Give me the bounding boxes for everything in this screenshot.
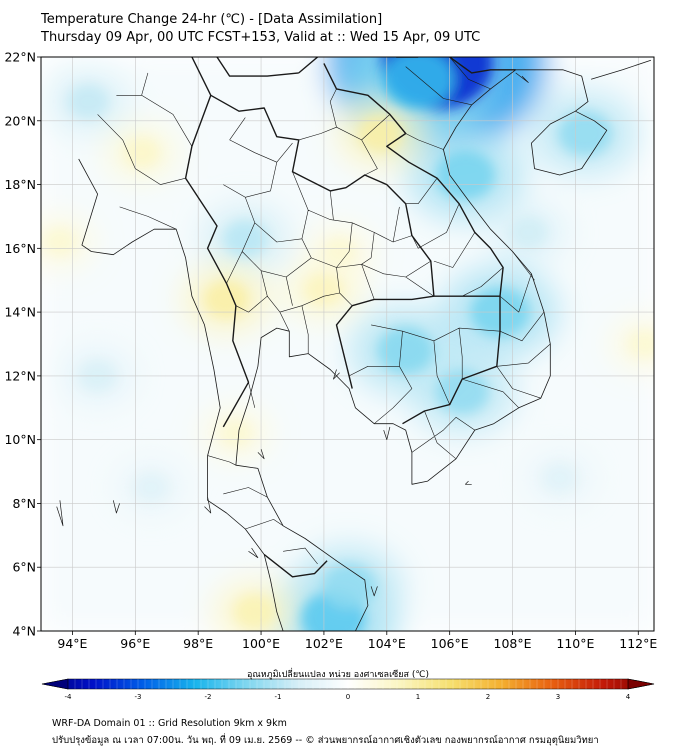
lon-tick-label-7: 108°E (494, 636, 532, 651)
lat-tick-label-4: 14°N (4, 305, 36, 320)
field-core-14 (542, 463, 577, 492)
field-core-5 (377, 326, 434, 374)
map-geography (41, 57, 652, 631)
colorbar-tick-label-1: -3 (135, 693, 142, 701)
lat-tick-label-0: 22°N (4, 50, 36, 65)
colorbar-tick-label-3: -1 (275, 693, 282, 701)
lon-tick-label-2: 98°E (183, 636, 213, 651)
field-core-10 (67, 84, 110, 120)
colorbar-high-extension (627, 678, 655, 690)
field-core-8 (322, 563, 376, 609)
lat-tick-label-6: 10°N (4, 432, 36, 447)
field-core-19 (233, 594, 276, 630)
field-core-1 (382, 57, 454, 109)
lon-tick-label-4: 102°E (305, 636, 343, 651)
field-core-3 (557, 111, 612, 156)
province-boundaries (97, 57, 551, 565)
footer-line1: WRF-DA Domain 01 :: Grid Resolution 9km … (52, 718, 287, 729)
lon-tick-label-9: 112°E (619, 636, 657, 651)
lon-tick-label-5: 104°E (368, 636, 406, 651)
lat-tick-label-1: 20°N (4, 113, 36, 128)
colorbar-tick-label-8: 4 (626, 693, 631, 701)
lon-tick-label-1: 96°E (120, 636, 150, 651)
lon-tick-label-0: 94°E (57, 636, 87, 651)
colorbar-tick-label-2: -2 (205, 693, 212, 701)
lon-tick-label-6: 106°E (431, 636, 469, 651)
lat-tick-label-3: 16°N (4, 241, 36, 256)
colorbar-tick-label-6: 2 (486, 693, 490, 701)
field-core-12 (508, 215, 548, 249)
field-core-23 (627, 330, 654, 358)
footer-line2: ปรับปรุงข้อมูล ณ เวลา 07:00น. วัน พฤ. ที… (52, 735, 599, 746)
field-core-2 (435, 150, 496, 200)
lat-tick-label-9: 4°N (12, 624, 36, 639)
colorbar-tick-label-5: 1 (416, 693, 420, 701)
lat-tick-label-7: 8°N (12, 496, 36, 511)
colorbar-tick-label-0: -4 (65, 693, 73, 701)
lon-tick-label-8: 110°E (556, 636, 594, 651)
map-frame (40, 56, 655, 632)
field-core-15 (357, 114, 404, 153)
lat-tick-label-5: 12°N (4, 368, 36, 383)
field-core-20 (219, 419, 253, 448)
colorbar-low-extension (41, 678, 69, 690)
temperature-field (41, 57, 654, 631)
chart-subtitle: Thursday 09 Apr, 00 UTC FCST+153, Valid … (41, 30, 481, 45)
islands (41, 72, 529, 597)
lat-tick-label-2: 18°N (4, 177, 36, 192)
chart-title: Temperature Change 24-hr (℃) - [Data Ass… (41, 12, 383, 27)
field-core-21 (43, 227, 77, 256)
country-borders (184, 57, 516, 578)
longitude-axis: 94°E 96°E 98°E 100°E 102°E 104°E 106°E 108°E 110… (57, 631, 657, 651)
field-core-16 (203, 280, 250, 319)
lat-tick-label-8: 6°N (12, 560, 36, 575)
colorbar-title: อุณหภูมิเปลี่ยนแปลง หน่วย องศาเซลเซียส (… (246, 670, 430, 680)
field-core-13 (134, 473, 168, 502)
latitude-axis: 22°N 20°N 18°N 16°N 14°N 12°N 10°N 8°N 6°N 4°N (4, 50, 41, 639)
lon-tick-label-3: 100°E (242, 636, 280, 651)
coastline (78, 59, 652, 631)
colorbar-tick-label-4: 0 (346, 693, 350, 701)
colorbar: -4 -3 -2 -1 0 1 2 3 4 (41, 678, 655, 701)
field-core-22 (322, 237, 357, 266)
colorbar-tick-label-7: 3 (556, 693, 560, 701)
field-core-18 (123, 137, 160, 168)
